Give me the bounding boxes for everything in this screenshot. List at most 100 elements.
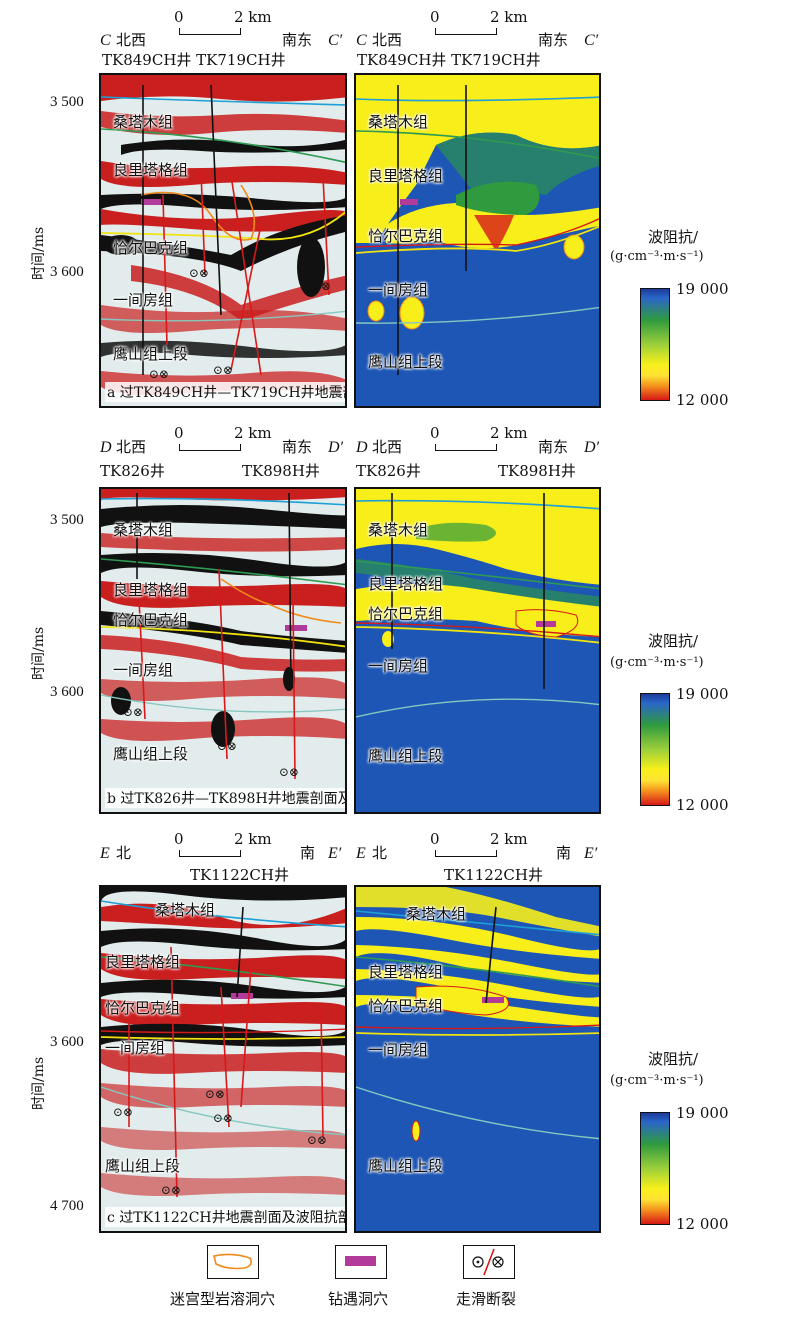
scale-end: 2 km: [234, 424, 272, 442]
legend-label-fault: 走滑断裂: [456, 1290, 517, 1308]
scale-end-r: 2 km: [490, 424, 528, 442]
section-c-left-letter-r: E: [356, 845, 366, 862]
scale-bar: [179, 850, 241, 857]
section-a-caption: a 过TK849CH井—TK719CH井地震剖面及波阻抗剖面: [105, 382, 345, 402]
section-c-well-r: TK1122CH井: [444, 866, 543, 884]
tick-3600: 3 600: [50, 684, 84, 700]
section-b-well-right-r: TK898H井: [498, 462, 576, 480]
scale-zero: 0: [174, 424, 184, 442]
formation-label: 桑塔木组: [368, 113, 429, 131]
section-b-well-right: TK898H井: [242, 462, 320, 480]
section-a-right-letter-r: C′: [584, 32, 599, 49]
formation-label: 桑塔木组: [155, 901, 216, 919]
section-b-left-letter-r: D: [356, 439, 368, 456]
formation-label: 恰尔巴克组: [368, 227, 444, 245]
y-axis-label: 时间/ms: [31, 1056, 47, 1110]
legend-label-drilled: 钻遇洞穴: [328, 1290, 389, 1308]
impedance-image-c: [356, 887, 599, 1231]
colorbar-min: 12 000: [676, 1215, 729, 1233]
section-c-right-letter: E′: [328, 845, 342, 862]
legend-label-cave: 迷宫型岩溶洞穴: [170, 1290, 276, 1308]
seismic-section-b: 桑塔木组 良里塔格组 恰尔巴克组 一间房组 鹰山组上段 ⊙⊗ ⊙⊗ ⊙⊗ b 过…: [99, 487, 347, 814]
impedance-section-a: 桑塔木组 良里塔格组 恰尔巴克组 一间房组 鹰山组上段: [354, 73, 601, 408]
section-b-right-letter: D′: [328, 439, 344, 456]
scale-bar: [179, 28, 241, 35]
formation-label: 一间房组: [368, 281, 429, 299]
section-a-left-letter: C: [100, 32, 111, 49]
section-b-well-left-r: TK826井: [356, 462, 421, 480]
colorbar-unit: (g·cm⁻³·m·s⁻¹): [610, 1073, 704, 1088]
formation-label: 一间房组: [113, 661, 174, 679]
formation-label: 鹰山组上段: [368, 747, 444, 765]
seismic-image-c: [101, 887, 345, 1231]
formation-label: 桑塔木组: [113, 521, 174, 539]
scale-zero-r: 0: [430, 424, 440, 442]
formation-label: 良里塔格组: [105, 953, 181, 971]
formation-label: 一间房组: [368, 657, 429, 675]
scale-bar-r: [435, 850, 497, 857]
section-b-left-letter: D: [100, 439, 112, 456]
section-c-right-letter-r: E′: [584, 845, 598, 862]
section-c-left-dir-r: 北: [372, 844, 388, 862]
impedance-section-c: 桑塔木组 良里塔格组 恰尔巴克组 一间房组 鹰山组上段: [354, 885, 601, 1233]
formation-label: 恰尔巴克组: [368, 605, 444, 623]
formation-label: 恰尔巴克组: [105, 999, 181, 1017]
section-b-well-left: TK826井: [100, 462, 165, 480]
colorbar-min: 12 000: [676, 796, 729, 814]
formation-label: 鹰山组上段: [368, 353, 444, 371]
drilled-cave-icon: [345, 1256, 376, 1266]
colorbar: [640, 288, 670, 401]
strike-slip-symbol: ⊙⊗: [205, 1087, 226, 1101]
tick-3500: 3 500: [50, 512, 84, 528]
impedance-image-b: [356, 489, 599, 812]
section-c-caption: c 过TK1122CH井地震剖面及波阻抗剖面: [105, 1207, 345, 1227]
scale-end: 2 km: [234, 8, 272, 26]
scale-bar-r: [435, 28, 497, 35]
scale-end-r: 2 km: [490, 830, 528, 848]
formation-label: 鹰山组上段: [113, 345, 189, 363]
strike-slip-symbol: ⊙⊗: [307, 1133, 328, 1147]
colorbar: [640, 1112, 670, 1225]
formation-label: 恰尔巴克组: [113, 611, 189, 629]
tick-3600: 3 600: [50, 264, 84, 280]
scale-end-r: 2 km: [490, 8, 528, 26]
seismic-section-a: 桑塔木组 良里塔格组 恰尔巴克组 一间房组 鹰山组上段 ⊙⊗ ⊙⊗ ⊙⊗ ⊙⊗ …: [99, 73, 347, 408]
formation-label: 鹰山组上段: [113, 745, 189, 763]
section-b-left-dir: 北西: [116, 438, 147, 456]
section-b-left-dir-r: 北西: [372, 438, 403, 456]
colorbar-unit: (g·cm⁻³·m·s⁻¹): [610, 655, 704, 670]
colorbar-min: 12 000: [676, 391, 729, 409]
tick-3500: 3 500: [50, 94, 84, 110]
strike-slip-symbol: ⊙⊗: [213, 363, 234, 377]
section-a-right-letter: C′: [328, 32, 343, 49]
formation-label: 恰尔巴克组: [368, 997, 444, 1015]
formation-label: 一间房组: [368, 1041, 429, 1059]
section-c-well: TK1122CH井: [190, 866, 289, 884]
formation-label: 良里塔格组: [368, 575, 444, 593]
formation-label: 一间房组: [113, 291, 174, 309]
formation-label: 鹰山组上段: [368, 1157, 444, 1175]
scale-zero: 0: [174, 8, 184, 26]
section-b-right-dir: 南东: [282, 438, 313, 456]
impedance-section-b: 桑塔木组 良里塔格组 恰尔巴克组 一间房组 鹰山组上段: [354, 487, 601, 814]
maze-cave-icon: [213, 1253, 252, 1270]
legend-swatch-fault: [463, 1245, 515, 1279]
strike-slip-symbol: ⊙⊗: [161, 1183, 182, 1197]
colorbar: [640, 693, 670, 806]
formation-label: 桑塔木组: [406, 905, 467, 923]
section-a-wells: TK849CH井 TK719CH井: [102, 51, 286, 69]
scale-bar: [179, 444, 241, 451]
section-c-right-dir: 南: [300, 844, 316, 862]
colorbar-max: 19 000: [676, 1104, 729, 1122]
tick-3600: 3 600: [50, 1034, 84, 1050]
formation-label: 鹰山组上段: [105, 1157, 181, 1175]
section-a-wells-r: TK849CH井 TK719CH井: [357, 51, 541, 69]
y-axis-label: 时间/ms: [31, 226, 47, 280]
strike-slip-symbol: ⊙⊗: [213, 1111, 234, 1125]
section-c-left-letter: E: [100, 845, 110, 862]
strike-slip-symbol: ⊙⊗: [217, 739, 238, 753]
tick-4700: 4 700: [50, 1198, 84, 1214]
strike-slip-symbol: ⊙⊗: [123, 705, 144, 719]
formation-label: 良里塔格组: [368, 963, 444, 981]
strike-slip-fault-icon: [472, 1248, 504, 1276]
